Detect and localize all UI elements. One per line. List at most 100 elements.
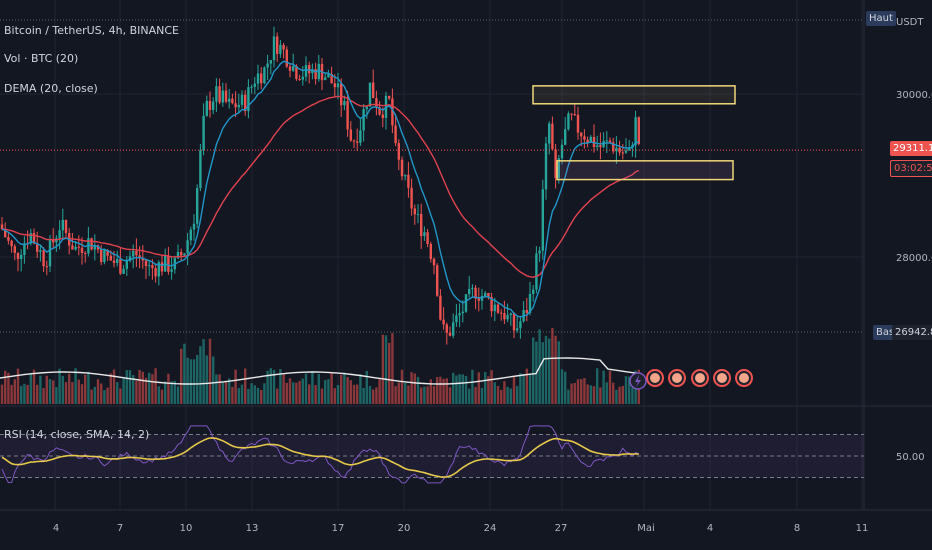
candle-162 <box>519 321 522 329</box>
volume-bar-146 <box>468 388 471 404</box>
volume-bar-64 <box>205 355 208 404</box>
volume-bar-14 <box>45 375 48 404</box>
volume-bar-52 <box>167 373 170 404</box>
volume-bar-187 <box>599 387 602 404</box>
candle-177 <box>567 113 570 130</box>
candle-18 <box>58 230 61 239</box>
candle-61 <box>196 188 199 224</box>
volume-bar-30 <box>96 379 100 404</box>
candle-159 <box>509 313 512 315</box>
candle-145 <box>464 294 468 312</box>
volume-bar-148 <box>474 387 477 404</box>
candle-84 <box>269 60 272 64</box>
candle-69 <box>221 90 224 103</box>
volume-bar-28 <box>90 389 93 404</box>
volume-bar-136 <box>436 377 439 404</box>
volume-bar-87 <box>279 369 282 404</box>
candle-134 <box>429 243 432 259</box>
candle-2 <box>7 236 10 241</box>
candle-39 <box>125 260 128 269</box>
volume-bar-100 <box>320 388 324 404</box>
candle-55 <box>176 251 180 259</box>
candle-85 <box>272 36 276 61</box>
candle-170 <box>544 143 548 190</box>
volume-bar-53 <box>170 381 173 404</box>
volume-bar-76 <box>244 368 247 404</box>
volume-bar-78 <box>250 383 253 404</box>
candle-119 <box>381 114 384 118</box>
volume-bar-62 <box>199 346 202 404</box>
candle-12 <box>39 250 42 252</box>
candle-118 <box>378 107 381 115</box>
volume-bar-41 <box>132 375 135 404</box>
candle-155 <box>496 304 500 313</box>
candle-90 <box>288 66 292 71</box>
candle-95 <box>304 65 308 77</box>
volume-bar-129 <box>413 373 416 404</box>
candle-99 <box>317 63 320 80</box>
volume-bar-111 <box>356 384 359 404</box>
volume-bar-82 <box>263 383 266 404</box>
volume-bar-137 <box>439 376 442 404</box>
candle-152 <box>487 292 490 297</box>
symbol-legend[interactable]: Bitcoin / TetherUS, 4h, BINANCE <box>4 24 180 37</box>
volume-bar-24 <box>77 379 80 404</box>
volume-bar-74 <box>237 388 240 404</box>
candle-175 <box>560 144 564 159</box>
volume-bar-118 <box>378 379 381 404</box>
candle-107 <box>343 101 346 106</box>
candle-110 <box>352 140 356 142</box>
candles-group <box>0 26 640 345</box>
candle-67 <box>215 86 218 102</box>
candle-19 <box>61 219 64 231</box>
volume-bar-51 <box>164 381 167 404</box>
dema-legend[interactable]: DEMA (20, close) <box>4 82 98 95</box>
candle-132 <box>423 232 426 237</box>
candle-165 <box>528 294 532 313</box>
volume-bar-71 <box>228 378 231 404</box>
volume-bar-96 <box>308 384 311 404</box>
candle-77 <box>247 87 250 112</box>
candle-125 <box>400 159 404 177</box>
volume-bar-3 <box>10 384 13 404</box>
candle-160 <box>512 313 516 331</box>
volume-bar-138 <box>442 378 445 404</box>
candle-186 <box>596 145 599 147</box>
rsi-legend[interactable]: RSI (14, close, SMA, 14, 2) <box>4 428 150 441</box>
volume-bar-70 <box>224 381 228 404</box>
candle-184 <box>589 136 592 143</box>
volume-bar-22 <box>71 382 74 404</box>
candle-56 <box>180 251 183 256</box>
volume-legend[interactable]: Vol · BTC (20) <box>4 52 79 65</box>
volume-bar-161 <box>516 385 519 404</box>
candle-3 <box>10 240 13 247</box>
candle-22 <box>71 245 74 250</box>
rsi-ma-line <box>1 437 639 478</box>
candle-25 <box>80 247 84 253</box>
candle-129 <box>413 208 416 215</box>
volume-bar-124 <box>397 382 400 404</box>
volume-bar-197 <box>631 387 634 404</box>
volume-bar-155 <box>496 386 500 404</box>
candle-49 <box>157 262 160 277</box>
volume-bar-171 <box>548 338 551 404</box>
volume-bar-165 <box>528 373 532 404</box>
volume-bar-109 <box>349 380 352 404</box>
candle-14 <box>45 266 48 268</box>
volume-bar-20 <box>64 382 68 404</box>
currency-text: USDT <box>896 17 924 28</box>
volume-bar-79 <box>253 385 256 404</box>
candle-105 <box>336 83 340 88</box>
volume-bar-27 <box>87 371 90 404</box>
candle-0 <box>0 224 4 229</box>
volume-bar-157 <box>503 381 506 404</box>
volume-bar-181 <box>580 379 583 404</box>
candle-126 <box>404 174 407 177</box>
volume-bar-86 <box>276 388 279 404</box>
candle-182 <box>583 136 586 140</box>
volume-bar-46 <box>148 372 151 404</box>
volume-bar-135 <box>432 386 436 404</box>
candle-187 <box>599 145 602 148</box>
time-label-1: 7 <box>117 523 123 534</box>
